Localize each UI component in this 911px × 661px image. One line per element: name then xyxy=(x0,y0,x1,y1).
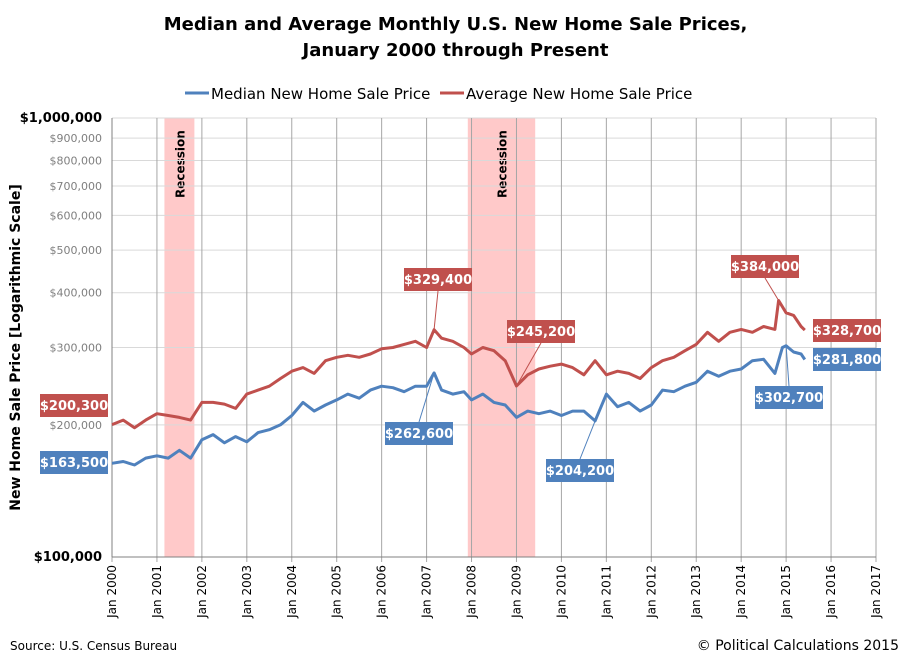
x-tick-label: Jan 2014 xyxy=(734,565,748,619)
callout-box xyxy=(755,386,823,409)
callout-leader xyxy=(433,290,439,330)
x-tick-label: Jan 2000 xyxy=(105,565,119,619)
copyright-note: © Political Calculations 2015 xyxy=(696,638,899,654)
x-tick-label: Jan 2010 xyxy=(554,565,568,619)
x-tick-label: Jan 2015 xyxy=(779,565,793,619)
y-tick-label: $700,000 xyxy=(50,180,103,193)
x-tick-label: Jan 2004 xyxy=(285,565,299,619)
callout-label: $163,500 xyxy=(40,456,108,471)
y-tick-label: $600,000 xyxy=(50,209,103,222)
y-tick-label: $400,000 xyxy=(50,287,103,300)
x-tick-label: Jan 2011 xyxy=(599,565,613,619)
y-tick-label: $300,000 xyxy=(50,342,103,355)
callout-box xyxy=(813,319,881,342)
y-tick-label: $800,000 xyxy=(50,155,103,168)
source-note: Source: U.S. Census Bureau xyxy=(10,639,178,653)
callout-label: $329,400 xyxy=(404,273,472,288)
x-tick-label: Jan 2002 xyxy=(195,565,209,619)
legend-label: Median New Home Sale Price xyxy=(211,85,430,103)
x-tick-label: Jan 2005 xyxy=(330,565,344,619)
callout-leader xyxy=(516,342,542,387)
x-tick-label: Jan 2013 xyxy=(689,565,703,619)
x-tick-label: Jan 2001 xyxy=(150,565,164,619)
callout-label: $328,700 xyxy=(813,324,881,339)
callout-label: $384,000 xyxy=(731,260,799,275)
y-tick-label: $100,000 xyxy=(34,550,102,565)
legend-label: Average New Home Sale Price xyxy=(466,85,692,103)
callout-label: $204,200 xyxy=(546,464,614,479)
callout-label: $262,600 xyxy=(385,427,453,442)
y-tick-label: $900,000 xyxy=(50,132,103,145)
y-tick-label: $200,000 xyxy=(50,419,103,432)
x-tick-label: Jan 2009 xyxy=(509,565,523,619)
callout-label: $200,300 xyxy=(40,399,108,414)
x-tick-label: Jan 2017 xyxy=(869,565,883,619)
recession-label: Recession xyxy=(173,130,187,198)
callout-label: $245,200 xyxy=(507,325,575,340)
callout-box xyxy=(507,320,575,343)
y-tick-label: $500,000 xyxy=(50,244,103,257)
y-tick-label: $1,000,000 xyxy=(20,111,102,126)
x-tick-label: Jan 2016 xyxy=(824,565,838,619)
callout-leader xyxy=(418,372,435,423)
recession-band xyxy=(164,118,195,557)
median-price-line xyxy=(111,344,807,467)
y-axis-title: New Home Sale Price [Logarithmic Scale] xyxy=(8,184,24,511)
callout-label: $302,700 xyxy=(755,391,823,406)
callout-box xyxy=(40,451,108,474)
callout-box xyxy=(813,348,881,371)
callout-leader xyxy=(579,420,596,460)
x-tick-label: Jan 2003 xyxy=(240,565,254,619)
x-tick-label: Jan 2007 xyxy=(420,565,434,619)
average-price-line xyxy=(111,299,806,430)
callout-box xyxy=(546,459,614,482)
chart-title-line2: January 2000 through Present xyxy=(302,40,609,61)
x-tick-label: Jan 2006 xyxy=(375,565,389,619)
callout-box xyxy=(40,394,108,417)
recession-label: Recession xyxy=(495,130,509,198)
callout-box xyxy=(385,422,453,445)
x-tick-label: Jan 2008 xyxy=(465,565,479,619)
callout-box xyxy=(731,255,799,278)
callout-box xyxy=(404,268,472,291)
x-tick-label: Jan 2012 xyxy=(644,565,658,619)
callout-leader xyxy=(764,277,780,301)
callout-leader xyxy=(785,345,790,387)
callout-label: $281,800 xyxy=(813,353,881,368)
chart-title-line1: Median and Average Monthly U.S. New Home… xyxy=(163,14,748,35)
